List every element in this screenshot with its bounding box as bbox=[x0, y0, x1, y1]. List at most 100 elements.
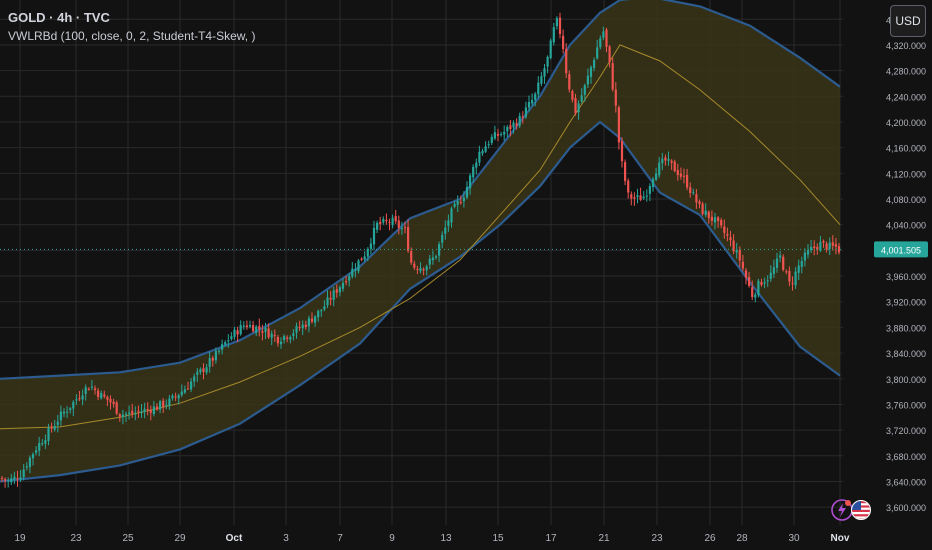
y-tick-label: 3,920.000 bbox=[886, 298, 926, 308]
candle-body bbox=[289, 337, 292, 340]
candle-body bbox=[735, 250, 738, 253]
x-tick-label: 26 bbox=[704, 533, 716, 544]
candle-body bbox=[744, 270, 748, 278]
candle-body bbox=[620, 141, 624, 162]
candle-body bbox=[611, 63, 614, 90]
candle-body bbox=[227, 340, 230, 342]
candle-body bbox=[307, 318, 310, 327]
candle-body bbox=[748, 277, 751, 286]
candle-body bbox=[738, 250, 741, 261]
candle-body bbox=[335, 289, 338, 293]
candle-body bbox=[639, 195, 642, 200]
y-tick-label: 4,280.000 bbox=[886, 67, 926, 77]
candle-body bbox=[726, 233, 729, 236]
candle-body bbox=[357, 260, 360, 272]
candle-body bbox=[286, 337, 289, 339]
candle-body bbox=[273, 335, 276, 337]
candle-body bbox=[679, 173, 682, 177]
candle-body bbox=[586, 75, 589, 85]
candle-body bbox=[47, 427, 50, 441]
candle-body bbox=[134, 412, 137, 414]
candle-body bbox=[283, 336, 286, 340]
candle-body bbox=[267, 328, 270, 338]
indicator-label[interactable]: VWLRBd (100, close, 0, 2, Student-T4-Ske… bbox=[8, 29, 256, 43]
candle-body bbox=[326, 297, 329, 306]
candle-body bbox=[345, 281, 348, 283]
candle-body bbox=[97, 390, 100, 397]
candle-body bbox=[596, 47, 599, 59]
time-axis[interactable]: 19 23 25 29 Oct 3 7 9 13 15 17 21 23 26 28 30 Nov bbox=[14, 533, 849, 544]
candle-body bbox=[512, 122, 515, 128]
x-tick-label: 3 bbox=[283, 533, 289, 544]
candle-body bbox=[270, 333, 273, 338]
candle-body bbox=[295, 326, 298, 333]
candle-body bbox=[292, 333, 295, 336]
candle-body bbox=[363, 256, 366, 260]
candle-body bbox=[698, 201, 701, 205]
candle-body bbox=[800, 261, 803, 267]
candle-body bbox=[822, 240, 825, 243]
candle-body bbox=[264, 327, 267, 332]
y-tick-label: 4,200.000 bbox=[886, 118, 926, 128]
x-tick-label: Nov bbox=[831, 533, 850, 544]
x-tick-label: 17 bbox=[545, 533, 557, 544]
candle-body bbox=[478, 151, 481, 163]
candle-body bbox=[515, 123, 518, 126]
candle-body bbox=[199, 369, 202, 373]
candle-body bbox=[376, 222, 379, 230]
candle-body bbox=[351, 268, 354, 277]
current-price-badge bbox=[874, 241, 928, 258]
candle-body bbox=[695, 194, 698, 203]
candle-body bbox=[602, 31, 605, 38]
candle-body bbox=[661, 158, 664, 164]
candle-body bbox=[831, 242, 834, 246]
band-lower-line bbox=[0, 120, 841, 483]
candle-body bbox=[31, 454, 35, 459]
x-tick-label: 23 bbox=[651, 533, 663, 544]
candle-body bbox=[137, 410, 140, 412]
candle-body bbox=[72, 402, 75, 409]
y-tick-label: 3,840.000 bbox=[886, 349, 926, 359]
candle-body bbox=[394, 216, 397, 222]
x-tick-label: 15 bbox=[492, 533, 504, 544]
candle-body bbox=[106, 396, 109, 400]
candle-body bbox=[686, 174, 689, 188]
us-flag-icon[interactable] bbox=[850, 499, 872, 521]
candle-body bbox=[53, 425, 56, 430]
candle-body bbox=[221, 344, 224, 350]
candle-body bbox=[140, 411, 143, 414]
candle-body bbox=[391, 217, 394, 225]
candle-body bbox=[208, 358, 211, 367]
x-tick-label: 30 bbox=[788, 533, 800, 544]
candle-body bbox=[413, 263, 416, 268]
y-tick-label: 4,240.000 bbox=[886, 92, 926, 102]
candle-body bbox=[453, 203, 456, 207]
candle-body bbox=[655, 173, 658, 180]
candle-body bbox=[723, 226, 726, 233]
candle-body bbox=[785, 271, 788, 273]
candle-body bbox=[803, 252, 806, 261]
candle-body bbox=[673, 161, 676, 172]
candle-body bbox=[806, 250, 810, 255]
candle-body bbox=[813, 246, 816, 249]
candle-body bbox=[317, 310, 320, 318]
symbol-title[interactable]: GOLD · 4h · TVC bbox=[8, 10, 110, 25]
y-tick-label: 3,680.000 bbox=[886, 452, 926, 462]
candle-body bbox=[648, 186, 651, 194]
currency-button[interactable]: USD bbox=[890, 5, 926, 37]
candle-body bbox=[627, 180, 630, 193]
candle-body bbox=[593, 59, 596, 68]
candle-body bbox=[797, 265, 800, 273]
candle-body bbox=[258, 326, 261, 330]
candle-body bbox=[816, 246, 819, 250]
candle-body bbox=[397, 220, 400, 228]
candle-body bbox=[332, 290, 335, 300]
candle-body bbox=[66, 411, 69, 413]
candle-body bbox=[329, 297, 332, 300]
candle-body bbox=[146, 409, 149, 411]
y-tick-label: 4,120.000 bbox=[886, 169, 926, 179]
candle-body bbox=[651, 179, 655, 188]
candle-body bbox=[534, 93, 537, 100]
candle-body bbox=[242, 325, 245, 327]
